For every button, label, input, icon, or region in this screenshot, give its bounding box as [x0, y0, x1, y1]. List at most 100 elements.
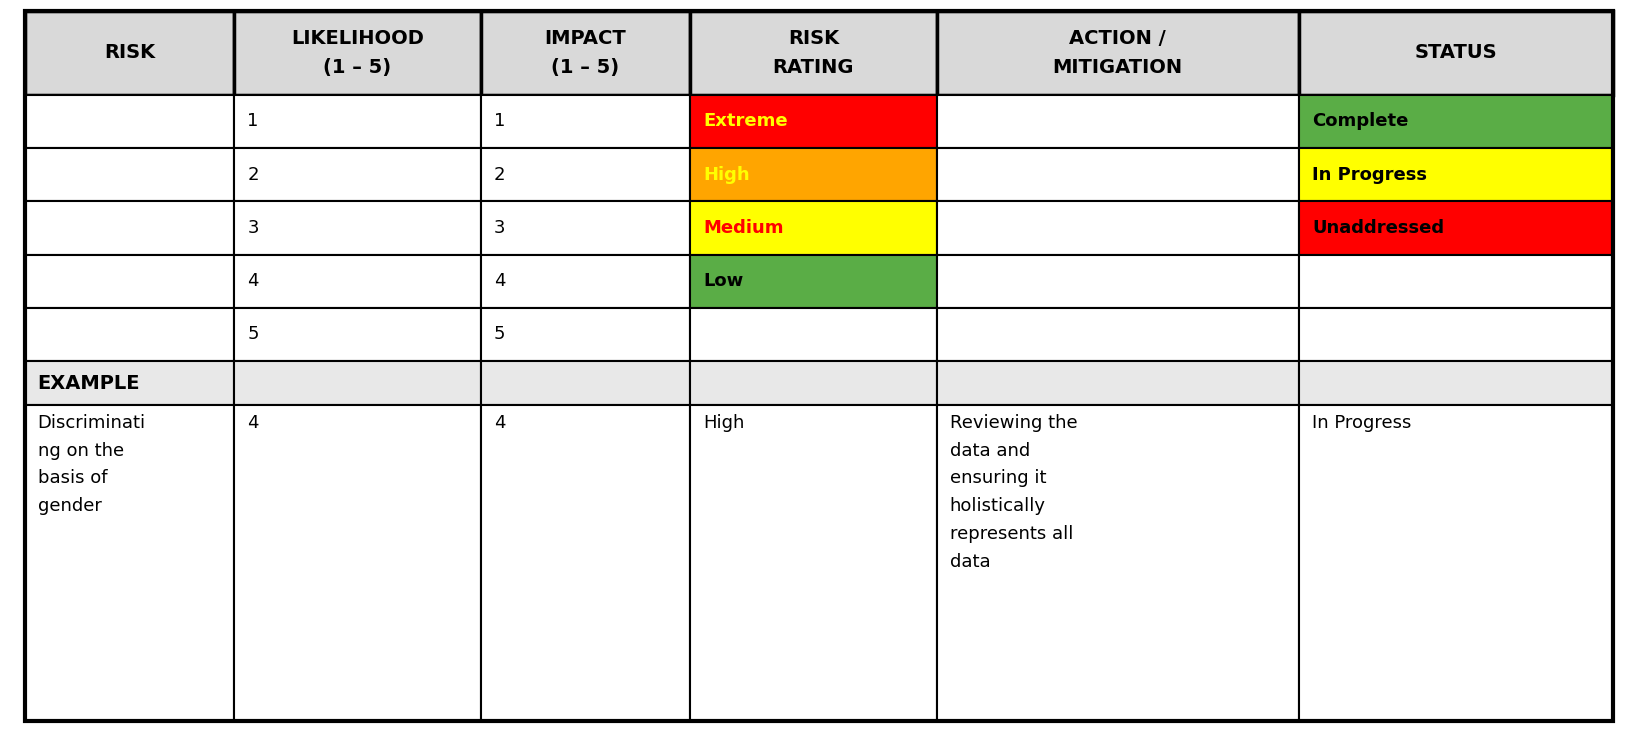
Bar	[25, 94, 234, 148]
Text: High: High	[703, 414, 745, 432]
Bar	[937, 94, 1299, 148]
Bar	[234, 11, 480, 94]
Bar	[25, 361, 234, 405]
Bar	[234, 307, 480, 361]
Bar	[1299, 94, 1613, 148]
Bar	[690, 94, 937, 148]
Bar	[25, 201, 234, 255]
Bar	[480, 94, 690, 148]
Bar	[25, 405, 234, 721]
Bar	[25, 361, 234, 405]
Bar	[690, 361, 937, 405]
Bar	[25, 307, 234, 361]
Text: Complete: Complete	[1312, 113, 1409, 130]
Bar	[480, 201, 690, 255]
Text: 3: 3	[247, 219, 259, 237]
Text: 4: 4	[493, 414, 505, 432]
Bar	[25, 148, 234, 201]
Bar	[480, 307, 690, 361]
Bar	[1299, 201, 1613, 255]
Bar	[1299, 361, 1613, 405]
Bar	[234, 405, 480, 721]
Bar	[234, 307, 480, 361]
Bar	[25, 11, 234, 94]
Text: Low: Low	[703, 272, 744, 290]
Bar	[234, 148, 480, 201]
Bar	[480, 94, 690, 148]
Bar	[690, 405, 937, 721]
Bar	[1299, 201, 1613, 255]
Text: Extreme: Extreme	[703, 113, 788, 130]
Text: 2: 2	[247, 165, 259, 184]
Bar	[937, 255, 1299, 307]
Bar	[25, 255, 234, 307]
Bar	[937, 148, 1299, 201]
Bar	[690, 148, 937, 201]
Text: 5: 5	[493, 326, 505, 343]
Bar	[1299, 255, 1613, 307]
Text: Unaddressed: Unaddressed	[1312, 219, 1445, 237]
Bar	[690, 148, 937, 201]
Bar	[25, 11, 234, 94]
Bar	[937, 307, 1299, 361]
Text: 1: 1	[247, 113, 259, 130]
Bar	[234, 361, 480, 405]
Bar	[690, 11, 937, 94]
Text: High: High	[703, 165, 750, 184]
Bar	[480, 255, 690, 307]
Bar	[480, 11, 690, 94]
Bar	[480, 11, 690, 94]
Bar	[937, 94, 1299, 148]
Bar	[480, 148, 690, 201]
Bar	[234, 201, 480, 255]
Bar	[234, 255, 480, 307]
Bar	[1299, 255, 1613, 307]
Bar	[937, 148, 1299, 201]
Bar	[234, 255, 480, 307]
Text: 3: 3	[493, 219, 505, 237]
Bar	[480, 255, 690, 307]
Bar	[937, 11, 1299, 94]
Bar	[1299, 361, 1613, 405]
Bar	[937, 307, 1299, 361]
Bar	[1299, 94, 1613, 148]
Bar	[690, 361, 937, 405]
Bar	[25, 148, 234, 201]
Bar	[25, 201, 234, 255]
Bar	[937, 361, 1299, 405]
Bar	[480, 201, 690, 255]
Text: 4: 4	[247, 414, 259, 432]
Bar	[234, 201, 480, 255]
Bar	[937, 405, 1299, 721]
Bar	[937, 201, 1299, 255]
Bar	[25, 405, 234, 721]
Text: In Progress: In Progress	[1312, 414, 1412, 432]
Text: LIKELIHOOD
(1 – 5): LIKELIHOOD (1 – 5)	[292, 29, 424, 77]
Bar	[25, 307, 234, 361]
Bar	[937, 255, 1299, 307]
Text: 1: 1	[493, 113, 505, 130]
Bar	[690, 307, 937, 361]
Bar	[1299, 11, 1613, 94]
Bar	[690, 201, 937, 255]
Bar	[690, 201, 937, 255]
Bar	[690, 405, 937, 721]
Text: IMPACT
(1 – 5): IMPACT (1 – 5)	[544, 29, 626, 77]
Bar	[480, 361, 690, 405]
Text: 2: 2	[493, 165, 505, 184]
Bar	[234, 361, 480, 405]
Text: 5: 5	[247, 326, 259, 343]
Bar	[25, 255, 234, 307]
Bar	[937, 405, 1299, 721]
Text: Discriminati
ng on the
basis of
gender: Discriminati ng on the basis of gender	[38, 414, 146, 515]
Text: EXAMPLE: EXAMPLE	[38, 373, 141, 392]
Bar	[480, 405, 690, 721]
Bar	[1299, 148, 1613, 201]
Bar	[937, 11, 1299, 94]
Bar	[690, 11, 937, 94]
Bar	[937, 201, 1299, 255]
Bar	[1299, 307, 1613, 361]
Bar	[690, 307, 937, 361]
Text: ACTION /
MITIGATION: ACTION / MITIGATION	[1053, 29, 1183, 77]
Bar	[234, 148, 480, 201]
